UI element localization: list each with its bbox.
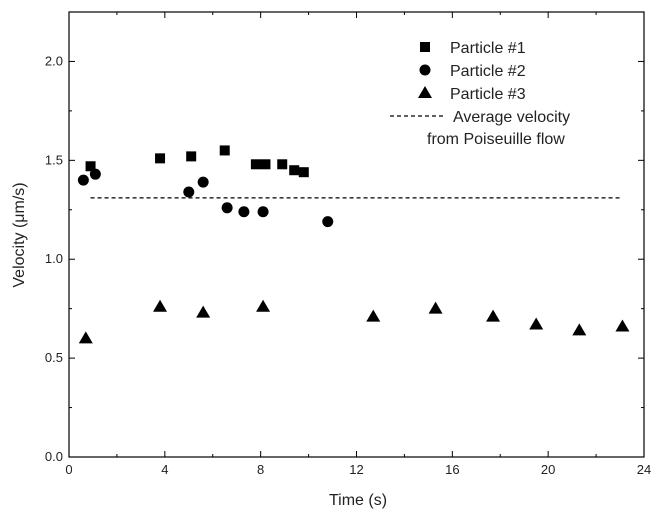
particle-1-point [219, 145, 230, 156]
legend: Particle #1 Particle #2 Particle #3 Average… [390, 40, 570, 148]
marks-layer [77, 145, 630, 344]
legend-label-particle-1: Particle #1 [450, 40, 526, 57]
axes-layer [68, 11, 645, 458]
particle-1-point [289, 165, 300, 176]
y-tick-label: 1.5 [45, 152, 63, 167]
particle-3-point [153, 299, 168, 312]
particle-2-point [221, 202, 233, 214]
y-tick-label: 1.0 [45, 251, 63, 266]
particle-3-point [529, 317, 544, 330]
particle-2-point [197, 176, 209, 188]
particle-2-point [77, 174, 89, 186]
x-tick-label: 0 [65, 462, 72, 477]
y-axis-title: Velocity (μm/s) [11, 182, 28, 287]
legend-marker-particle-3 [418, 86, 432, 98]
legend-label-average-line-sub: from Poiseuille flow [427, 131, 565, 148]
x-axis-title: Time (s) [329, 492, 387, 509]
particle-1-point [85, 161, 96, 172]
plot-frame [68, 11, 645, 458]
particle-1-point [260, 159, 271, 170]
particle-3-point [615, 319, 630, 332]
particle-2-point [238, 206, 250, 218]
legend-label-particle-2: Particle #2 [450, 63, 526, 80]
particle-1-point [186, 151, 197, 162]
particle-3-point [78, 331, 93, 344]
y-tick-label: 0.0 [45, 449, 63, 464]
particle-3-point [428, 301, 443, 314]
x-tick-label: 4 [161, 462, 168, 477]
x-tick-label: 20 [541, 462, 555, 477]
particle-1-point [298, 167, 309, 178]
particle-2-point [322, 216, 334, 228]
particle-1-point [277, 159, 288, 170]
x-tick-label: 16 [445, 462, 459, 477]
legend-marker-particle-2 [419, 64, 431, 76]
particle-1-point [250, 159, 261, 170]
y-tick-label: 2.0 [45, 53, 63, 68]
particle-3-point [256, 299, 271, 312]
legend-label-average-line: Average velocity [453, 109, 570, 126]
particle-3-point [572, 323, 587, 336]
legend-marker-particle-1 [420, 42, 430, 52]
particle-3-point [196, 305, 211, 318]
particle-2-point [183, 186, 195, 198]
x-tick-label: 24 [637, 462, 651, 477]
particle-1-point [155, 153, 166, 164]
particle-3-point [486, 309, 501, 322]
x-tick-label: 12 [349, 462, 363, 477]
ticks-layer: 0 4 8 12 16 20 24 0.0 0.5 1.0 1.5 2.0 [45, 12, 651, 477]
particle-3-point [366, 309, 381, 322]
particle-2-point [89, 168, 101, 180]
x-tick-label: 8 [257, 462, 264, 477]
legend-label-particle-3: Particle #3 [450, 86, 526, 103]
y-tick-label: 0.5 [45, 350, 63, 365]
particle-2-point [257, 206, 269, 218]
